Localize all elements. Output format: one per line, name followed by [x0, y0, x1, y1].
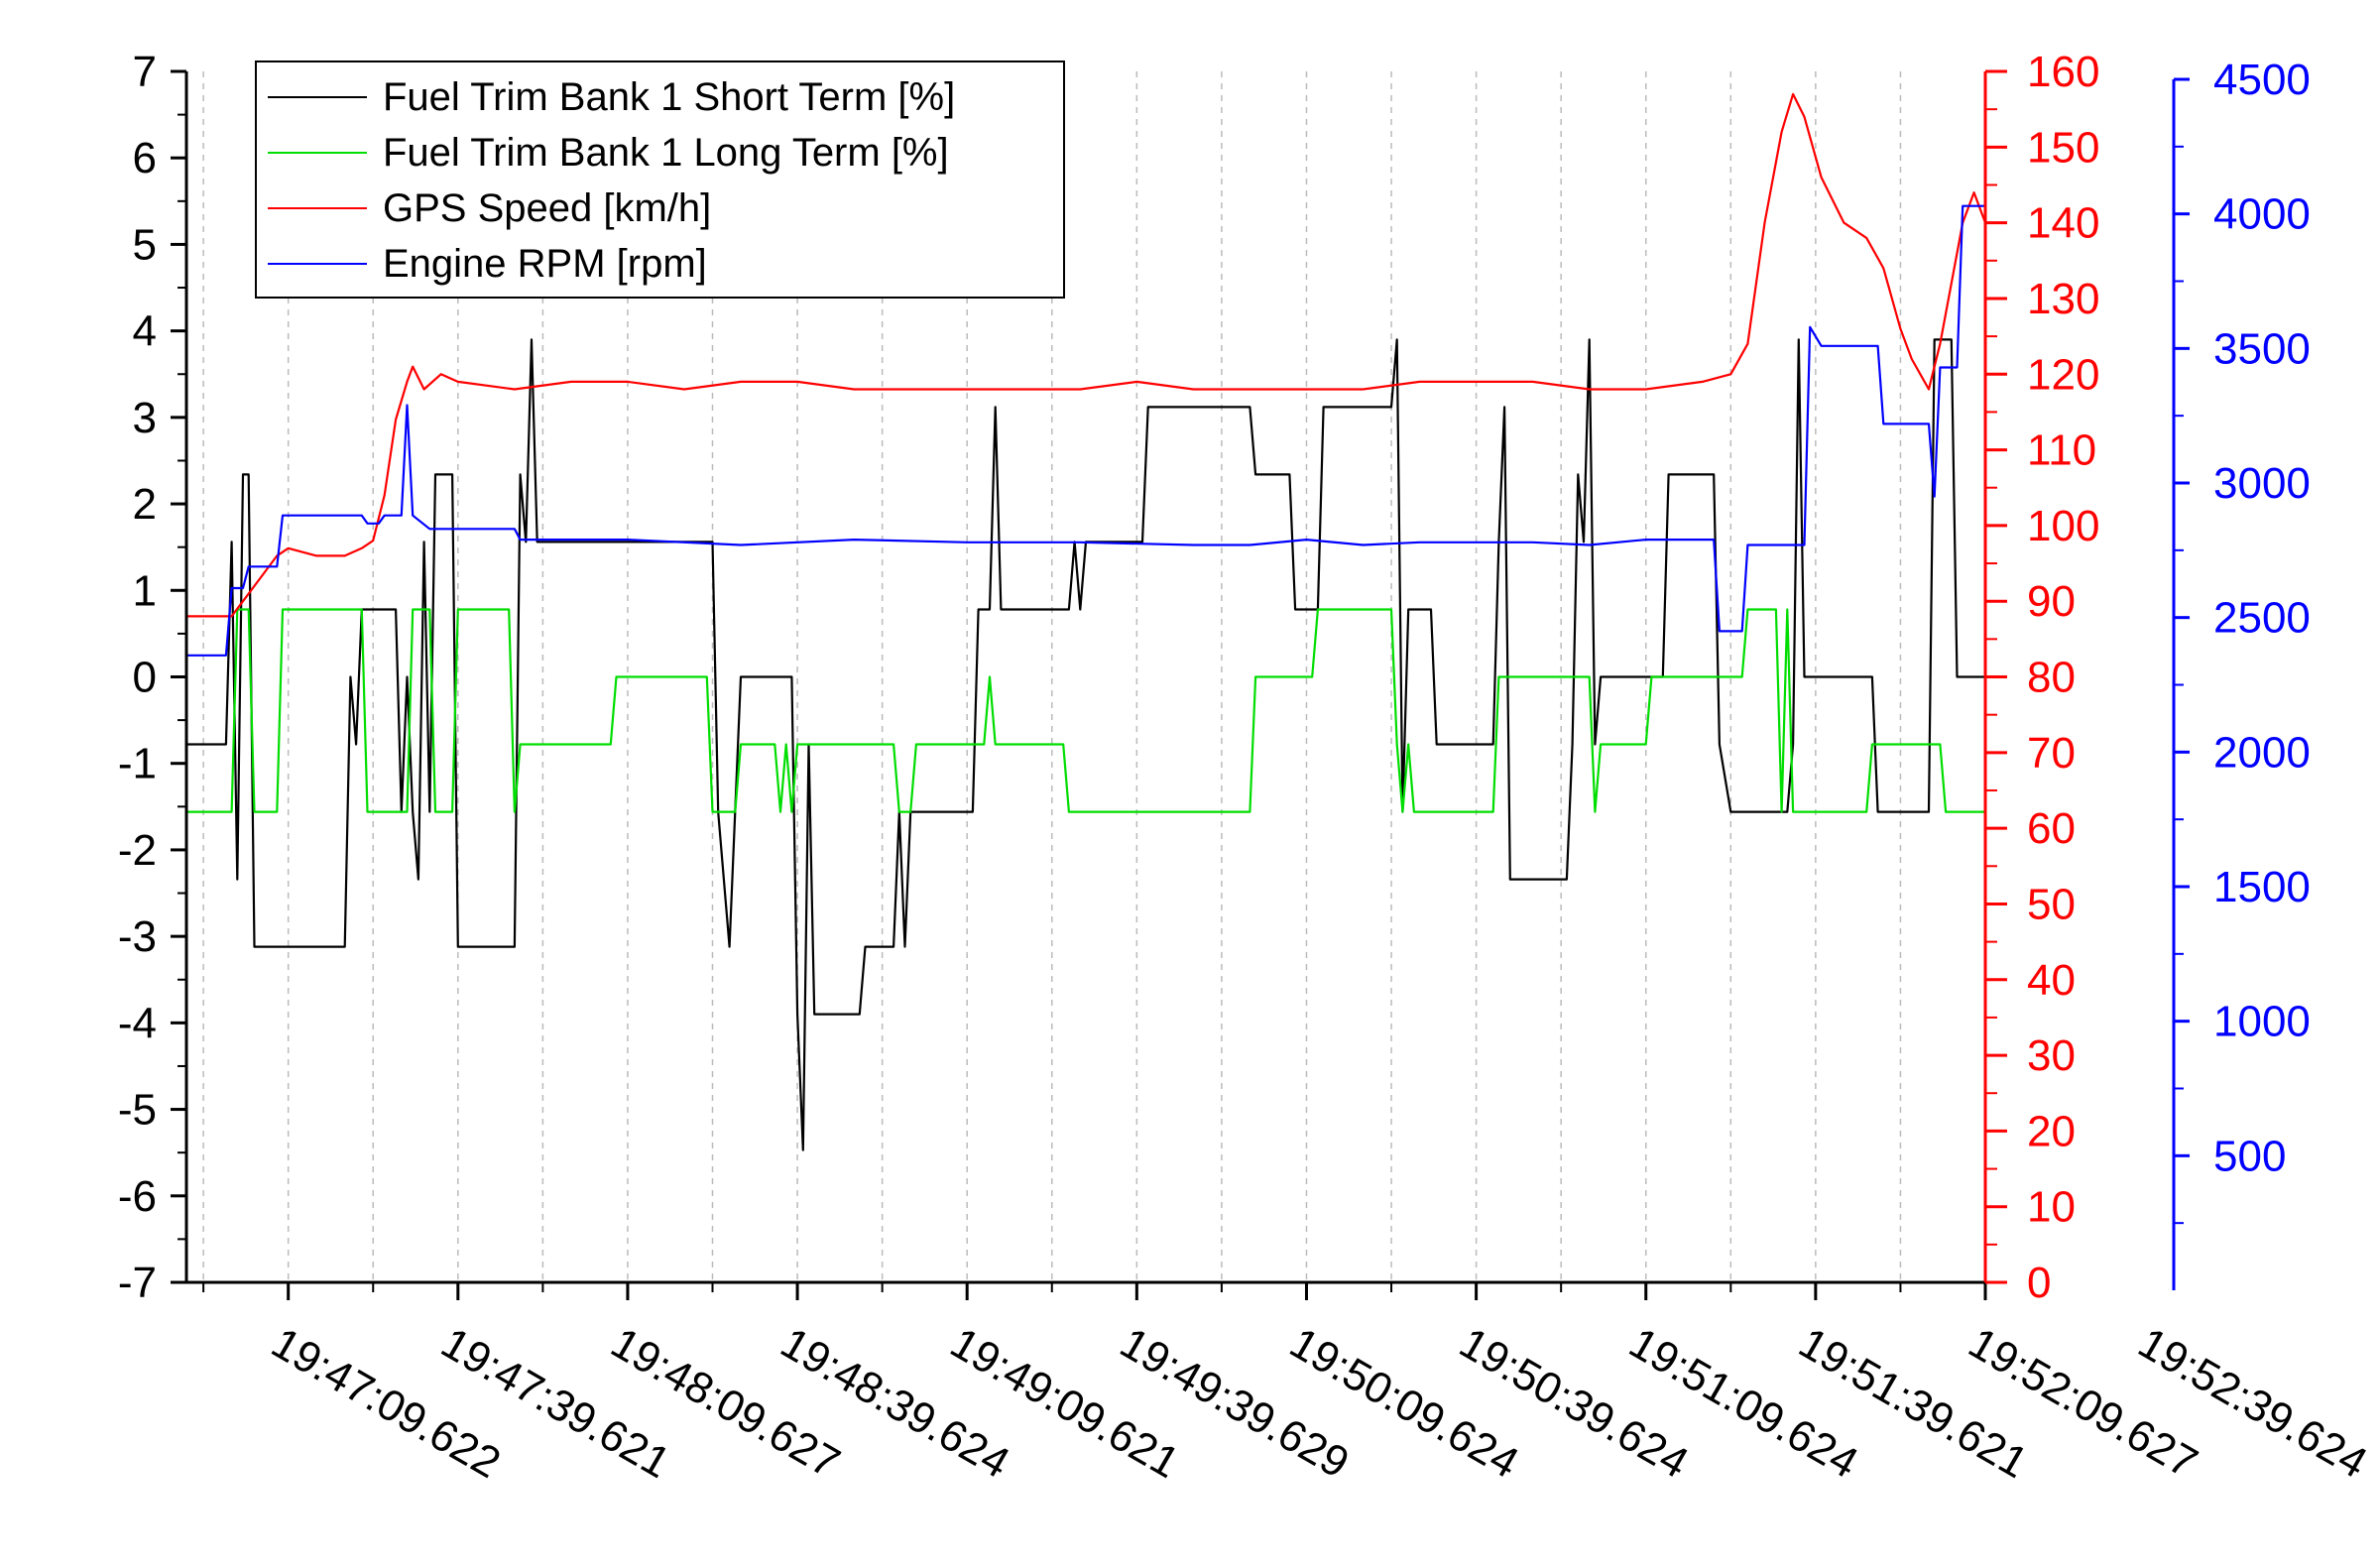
left-tick-label: -3	[118, 912, 157, 961]
rpm-tick-label: 2000	[2213, 728, 2311, 777]
legend-label-long-term: Fuel Trim Bank 1 Long Term [%]	[383, 131, 949, 175]
speed-tick-label: 70	[2027, 729, 2076, 778]
speed-tick-label: 80	[2027, 654, 2076, 702]
legend-entry-short-term: Fuel Trim Bank 1 Short Term [%]	[268, 75, 955, 119]
left-tick-label: 0	[133, 654, 157, 702]
speed-tick-label: 0	[2027, 1259, 2051, 1307]
speed-tick-label: 140	[2027, 199, 2099, 248]
left-tick-label: -7	[118, 1259, 157, 1307]
speed-tick-label: 150	[2027, 123, 2099, 172]
rpm-tick-label: 4500	[2213, 56, 2311, 104]
rpm-tick-label: 4000	[2213, 190, 2311, 239]
rpm-tick-label: 1000	[2213, 998, 2311, 1046]
speed-tick-label: 160	[2027, 48, 2099, 96]
left-tick-label: 7	[133, 48, 157, 96]
left-tick-label: 2	[133, 480, 157, 529]
rpm-tick-label: 2500	[2213, 594, 2311, 643]
legend-entry-engine-rpm: Engine RPM [rpm]	[268, 242, 707, 286]
rpm-tick-label: 3500	[2213, 324, 2311, 373]
series-layer	[186, 92, 1987, 1151]
speed-tick-label: 120	[2027, 350, 2099, 399]
rpm-tick-label: 500	[2213, 1132, 2286, 1180]
left-tick-label: 3	[133, 394, 157, 442]
speed-tick-label: 110	[2027, 426, 2096, 475]
left-tick-label: -5	[118, 1086, 157, 1135]
legend-label-engine-rpm: Engine RPM [rpm]	[383, 242, 707, 286]
speed-tick-label: 130	[2027, 275, 2099, 323]
legend-entry-long-term: Fuel Trim Bank 1 Long Term [%]	[268, 131, 949, 175]
legend: Fuel Trim Bank 1 Short Term [%] Fuel Tri…	[255, 60, 1065, 299]
speed-tick-label: 10	[2027, 1183, 2076, 1232]
left-tick-label: 6	[133, 134, 157, 182]
series-line-2	[186, 92, 1987, 618]
speed-tick-label: 30	[2027, 1031, 2076, 1080]
speed-tick-label: 90	[2027, 577, 2076, 626]
left-tick-label: -2	[118, 826, 157, 875]
speed-tick-label: 40	[2027, 956, 2076, 1005]
speed-tick-label: 20	[2027, 1107, 2076, 1155]
series-line-1	[186, 608, 1985, 813]
left-tick-label: 1	[133, 566, 157, 615]
left-tick-label: -1	[118, 740, 157, 788]
left-tick-label: -4	[118, 999, 157, 1047]
speed-tick-label: 50	[2027, 880, 2076, 928]
legend-box	[255, 60, 1065, 299]
legend-entry-gps-speed: GPS Speed [km/h]	[268, 186, 711, 230]
series-line-3	[186, 204, 1985, 657]
left-tick-label: 4	[133, 307, 157, 356]
rpm-tick-label: 3000	[2213, 459, 2311, 508]
series-line-0	[186, 338, 1985, 1151]
speed-tick-label: 60	[2027, 804, 2076, 853]
legend-label-short-term: Fuel Trim Bank 1 Short Term [%]	[383, 75, 955, 119]
legend-label-gps-speed: GPS Speed [km/h]	[383, 186, 711, 230]
speed-tick-label: 100	[2027, 502, 2099, 550]
rpm-tick-label: 1500	[2213, 863, 2311, 911]
left-tick-label: 5	[133, 220, 157, 269]
left-tick-label: -6	[118, 1172, 157, 1221]
